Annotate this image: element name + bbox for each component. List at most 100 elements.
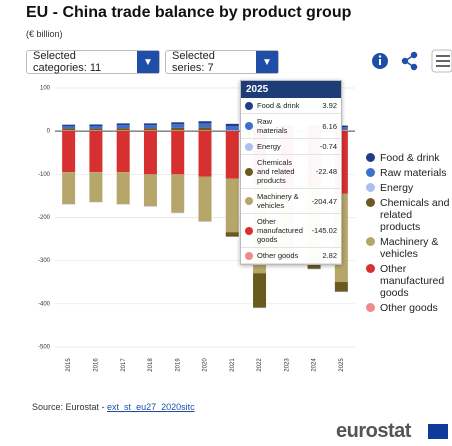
legend-marker	[366, 303, 375, 312]
tooltip-label: Energy	[257, 142, 281, 151]
bar-segment	[116, 130, 130, 132]
legend-marker	[366, 168, 375, 177]
bar-segment	[225, 125, 239, 131]
tooltip-title: 2025	[241, 81, 341, 98]
y-tick-label: -300	[38, 258, 51, 264]
bar-segment	[116, 131, 130, 173]
legend-item: Machinery & vehicles	[366, 236, 450, 260]
bar-segment	[143, 174, 157, 207]
menu-icon	[436, 55, 450, 67]
eu-flag	[428, 424, 448, 439]
legend-item: Other goods	[366, 302, 450, 314]
tooltip-label: Raw materials	[257, 117, 288, 135]
x-tick-label: 2018	[148, 358, 154, 372]
legend-marker	[366, 153, 375, 162]
bar-segment	[171, 122, 185, 125]
source-link[interactable]: ext_st_eu27_2020sitc	[107, 402, 195, 412]
bar-segment	[198, 176, 212, 222]
x-tick-label: 2021	[230, 358, 236, 372]
x-tick-label: 2016	[93, 358, 99, 372]
chart-title: EU - China trade balance by product grou…	[26, 4, 352, 21]
tooltip-value: -0.74	[319, 142, 337, 151]
y-tick-label: -400	[38, 301, 51, 307]
tooltip-value: 3.92	[322, 101, 337, 110]
tooltip-marker	[245, 226, 253, 235]
tooltip-value: 6.16	[322, 121, 337, 131]
bar-segment	[307, 262, 321, 269]
tooltip-row: Chemicals and related products -22.48	[241, 155, 341, 189]
bar-segment	[89, 172, 103, 202]
bar-segment	[62, 130, 76, 132]
legend-item: Chemicals and related products	[366, 197, 450, 233]
legend-item: Food & drink	[366, 152, 450, 164]
legend-label: Raw materials	[380, 167, 447, 179]
x-tick-label: 2025	[339, 358, 345, 372]
legend-label: Chemicals and related products	[380, 197, 450, 233]
tooltip-row: Raw materials 6.16	[241, 114, 341, 139]
bar-segment	[116, 128, 130, 131]
bar-segment	[198, 123, 212, 128]
dropdown-arrow: ▼	[137, 51, 159, 73]
legend-label: Other goods	[380, 302, 438, 314]
tooltip-value: -145.02	[311, 226, 337, 235]
x-tick-label: 2017	[121, 358, 127, 372]
info-icon	[379, 59, 381, 65]
dropdown-arrow: ▼	[256, 51, 278, 73]
y-tick-label: -200	[38, 215, 51, 221]
bar-segment	[62, 125, 76, 129]
tooltip-row: Machinery & vehicles -204.47	[241, 189, 341, 214]
tooltip-label: Machinery & vehicles	[257, 192, 299, 210]
tooltip-marker	[245, 122, 253, 130]
categories-dropdown[interactable]: Selected categories: 11 ▼	[26, 50, 160, 74]
source-label: Source: Eurostat -	[32, 402, 108, 412]
legend-marker	[366, 183, 375, 192]
bar-segment	[89, 125, 103, 129]
tooltip: 2025 Food & drink 3.92 Raw materials 6.16 Ene…	[240, 80, 342, 265]
tooltip-row: Other goods 2.82	[241, 248, 341, 264]
bar-segment	[171, 124, 185, 128]
chart-subtitle: (€ billion)	[26, 29, 63, 39]
tooltip-marker	[245, 197, 253, 205]
legend-item: Other manufactured goods	[366, 263, 450, 299]
bar-segment	[143, 125, 157, 129]
legend-marker	[366, 198, 375, 207]
tooltip-label: Other manufactured goods	[257, 217, 303, 244]
x-tick-label: 2023	[284, 358, 290, 372]
bar-segment	[89, 128, 103, 131]
x-tick-label: 2024	[312, 358, 318, 372]
bar-segment	[225, 131, 239, 179]
bar-segment	[225, 232, 239, 237]
share-button[interactable]	[401, 51, 418, 71]
bar-segment	[143, 128, 157, 131]
legend-marker	[366, 237, 375, 246]
dropdown-label: Selected series: 7	[172, 50, 215, 74]
x-tick-label: 2019	[175, 358, 181, 372]
bar-segment	[89, 131, 103, 173]
bar-segment	[171, 127, 185, 131]
tooltip-row: Energy -0.74	[241, 139, 341, 155]
bar-segment	[89, 130, 103, 132]
bar-segment	[225, 123, 239, 126]
bar-segment	[225, 178, 239, 233]
info-icon	[378, 55, 382, 58]
bar-segment	[89, 124, 103, 126]
series-dropdown[interactable]: Selected series: 7 ▼	[165, 50, 279, 74]
tooltip-label: Food & drink	[257, 101, 300, 110]
x-tick-label: 2020	[203, 358, 209, 372]
legend-item: Energy	[366, 182, 450, 194]
y-tick-label: 0	[47, 129, 51, 135]
bar-segment	[198, 130, 212, 132]
legend-label: Machinery & vehicles	[380, 236, 439, 260]
legend-item: Raw materials	[366, 167, 450, 179]
legend: Food & drink Raw materials Energy Chemicals…	[366, 152, 450, 317]
bar-segment	[116, 125, 130, 129]
tooltip-marker	[245, 101, 253, 110]
bar-segment	[143, 131, 157, 175]
bar-segment	[225, 130, 239, 132]
legend-label: Food & drink	[380, 152, 440, 164]
x-tick-label: 2015	[66, 358, 72, 372]
bar-segment	[171, 131, 185, 175]
y-tick-label: -500	[38, 345, 51, 351]
tooltip-value: -22.48	[315, 167, 337, 176]
